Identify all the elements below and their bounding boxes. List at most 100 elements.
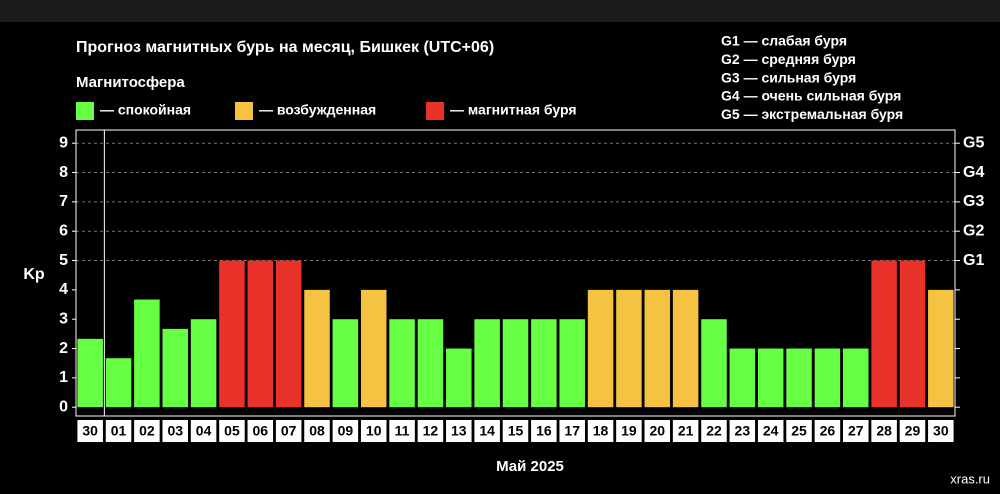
x-tick-box: [417, 420, 444, 442]
legend-label: — возбужденная: [259, 102, 376, 118]
x-tick-label: 14: [479, 423, 495, 439]
bar: [871, 260, 897, 408]
bar: [389, 319, 415, 408]
x-tick-box: [190, 420, 217, 442]
x-tick-box: [360, 420, 387, 442]
bar: [219, 260, 245, 408]
x-tick-label: 18: [593, 423, 609, 439]
x-tick-label: 04: [196, 423, 212, 439]
x-tick-box: [332, 420, 359, 442]
y-tick-label: 7: [59, 193, 68, 210]
x-tick-label: 25: [791, 423, 807, 439]
x-tick-label: 27: [848, 423, 864, 439]
bar: [162, 328, 189, 408]
x-tick-label: 12: [423, 423, 439, 439]
x-tick-label: 06: [253, 423, 269, 439]
y-axis-label: Kp: [23, 266, 45, 283]
bar: [672, 289, 699, 408]
x-tick-label: 15: [508, 423, 524, 439]
x-tick-label: 02: [139, 423, 155, 439]
y-tick-label: 4: [59, 281, 68, 298]
legend-label: — спокойная: [100, 102, 191, 118]
y-tick-label: 3: [59, 310, 68, 327]
bar: [899, 260, 926, 408]
x-tick-label: 21: [678, 423, 694, 439]
bar: [559, 319, 585, 408]
note: G3 — сильная буря: [721, 69, 856, 85]
y-tick-label: 9: [59, 134, 68, 151]
x-tick-box: [871, 420, 897, 442]
plot-frame: [75, 129, 956, 417]
legend-swatch: [76, 102, 94, 120]
bar: [77, 338, 103, 408]
x-tick-label: 24: [763, 423, 779, 439]
bar: [247, 260, 274, 408]
x-tick-box: [105, 420, 132, 442]
bar: [814, 348, 841, 408]
y2-tick-label: G2: [963, 222, 984, 239]
bar: [928, 289, 954, 408]
x-tick-box: [247, 420, 274, 442]
bar: [616, 289, 642, 408]
bar: [417, 319, 444, 408]
x-tick-label: 17: [564, 423, 580, 439]
x-tick-label: 19: [621, 423, 637, 439]
x-tick-box: [446, 420, 472, 442]
bar: [134, 299, 160, 408]
x-tick-label: 09: [338, 423, 354, 439]
y-tick-label: 8: [59, 164, 68, 181]
x-tick-box: [474, 420, 500, 442]
x-tick-label: 16: [536, 423, 552, 439]
note: G2 — средняя буря: [721, 51, 856, 67]
y-tick-label: 2: [59, 340, 68, 357]
note: G1 — слабая буря: [721, 33, 847, 49]
legend-label: — магнитная буря: [450, 102, 577, 118]
x-tick-box: [77, 420, 103, 442]
x-tick-box: [616, 420, 642, 442]
bar: [842, 348, 869, 408]
x-tick-box: [729, 420, 756, 442]
y-tick-label: 1: [59, 369, 68, 386]
x-tick-box: [786, 420, 812, 442]
x-tick-label: 01: [111, 423, 127, 439]
bar: [729, 348, 756, 408]
x-tick-label: 30: [933, 423, 949, 439]
x-tick-box: [134, 420, 160, 442]
x-tick-label: 13: [451, 423, 467, 439]
watermark: xras.ru: [950, 471, 990, 486]
x-tick-box: [531, 420, 557, 442]
top-strip: [0, 0, 1000, 22]
bar: [701, 319, 727, 408]
x-tick-box: [899, 420, 926, 442]
bar: [275, 260, 302, 408]
legend-swatch: [235, 102, 253, 120]
x-tick-box: [928, 420, 954, 442]
bar: [786, 348, 812, 408]
x-tick-label: 26: [820, 423, 836, 439]
y-tick-label: 5: [59, 252, 68, 269]
x-tick-box: [559, 420, 585, 442]
bar: [502, 319, 529, 408]
x-tick-box: [701, 420, 727, 442]
legend-swatch: [426, 102, 444, 120]
x-tick-box: [842, 420, 869, 442]
x-tick-label: 10: [366, 423, 382, 439]
x-tick-label: 07: [281, 423, 297, 439]
x-tick-box: [502, 420, 529, 442]
bar: [360, 289, 387, 408]
x-tick-box: [389, 420, 415, 442]
y2-tick-label: G4: [963, 164, 984, 181]
x-tick-label: 20: [649, 423, 665, 439]
legend-title: Магнитосфера: [76, 74, 185, 91]
note: G4 — очень сильная буря: [721, 88, 901, 104]
bar: [105, 358, 132, 408]
x-axis-label: Май 2025: [496, 458, 564, 475]
x-tick-box: [672, 420, 699, 442]
bar: [757, 348, 784, 408]
bar: [446, 348, 472, 408]
note: G5 — экстремальная буря: [721, 106, 903, 122]
x-tick-box: [587, 420, 614, 442]
x-tick-label: 28: [876, 423, 892, 439]
y2-tick-label: G3: [963, 193, 984, 210]
